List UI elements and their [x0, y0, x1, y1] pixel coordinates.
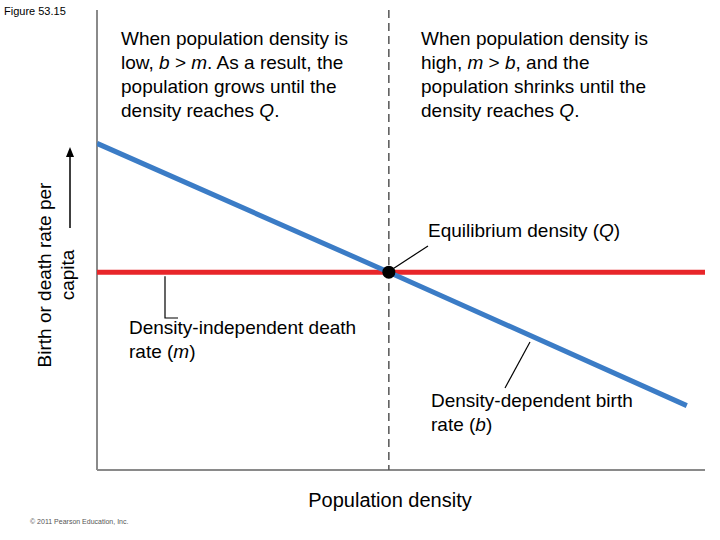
x-axis-label: Population density — [250, 488, 530, 513]
y-axis-label: Birth or death rate per capita — [33, 180, 79, 370]
series-line — [97, 143, 687, 405]
chart-root: Figure 53.15 When population density is l… — [0, 0, 720, 540]
plot-data — [97, 10, 705, 470]
equilibrium-point — [382, 266, 395, 279]
equilibrium-line — [388, 10, 390, 470]
source: © 2011 Pearson Education, Inc. — [30, 517, 128, 526]
y-axis — [96, 10, 98, 470]
y-axis-arrow — [69, 152, 71, 228]
annotation: When population density is high, m > b, … — [421, 27, 656, 123]
x-axis — [97, 469, 705, 471]
callout — [394, 246, 428, 268]
series-label: Density-dependent birth rate (b) — [431, 389, 661, 437]
series-line — [97, 270, 705, 275]
annotation: When population density is low, b > m. A… — [121, 27, 383, 123]
equilibrium-label: Equilibrium density (Q) — [428, 219, 620, 243]
callout — [165, 276, 178, 318]
figure-label: Figure 53.15 — [4, 4, 66, 18]
callout — [505, 342, 530, 388]
series-label: Density-independent death rate (m) — [129, 316, 379, 364]
